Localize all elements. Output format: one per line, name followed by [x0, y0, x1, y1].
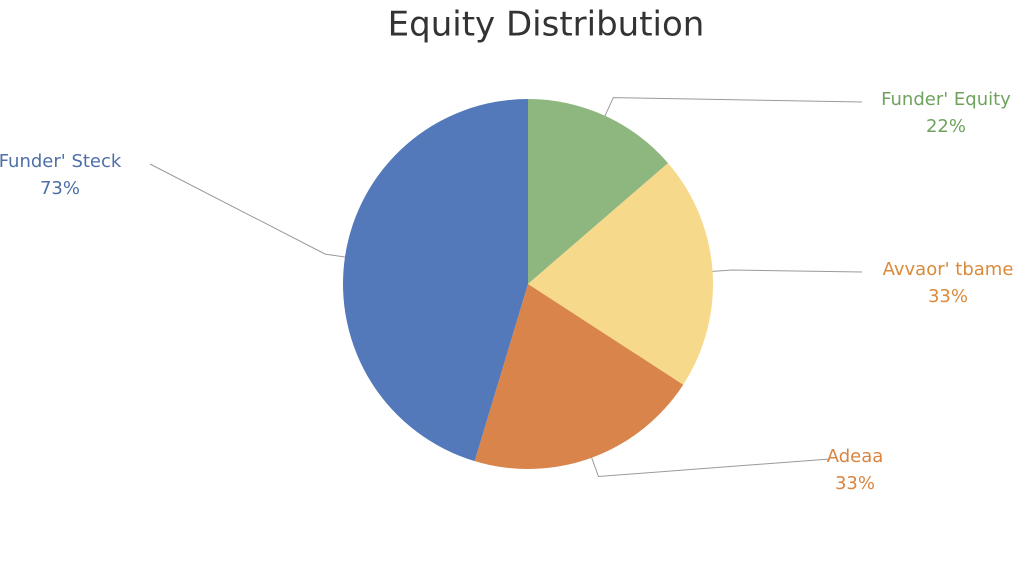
- slice-value-label: 22%: [926, 116, 966, 137]
- pie-slice: [474, 284, 684, 470]
- slice-label: Funder' Steck: [0, 151, 122, 172]
- slice-label: Funder' Equity: [881, 89, 1011, 110]
- slice-value-label: 33%: [928, 286, 968, 307]
- slice-label: Adeaa: [827, 446, 884, 467]
- pie-slice: [528, 99, 669, 284]
- leader-line: [149, 163, 346, 258]
- chart-title: Equity Distribution: [388, 5, 705, 45]
- leader-line: [591, 457, 831, 478]
- slice-value-label: 33%: [835, 473, 875, 494]
- pie-slice: [343, 99, 528, 462]
- slice-value-label: 73%: [40, 178, 80, 199]
- leader-line: [712, 269, 863, 273]
- leader-line: [604, 97, 863, 116]
- slice-label: Avvaor' tbame: [883, 259, 1014, 280]
- pie-slice: [528, 163, 713, 385]
